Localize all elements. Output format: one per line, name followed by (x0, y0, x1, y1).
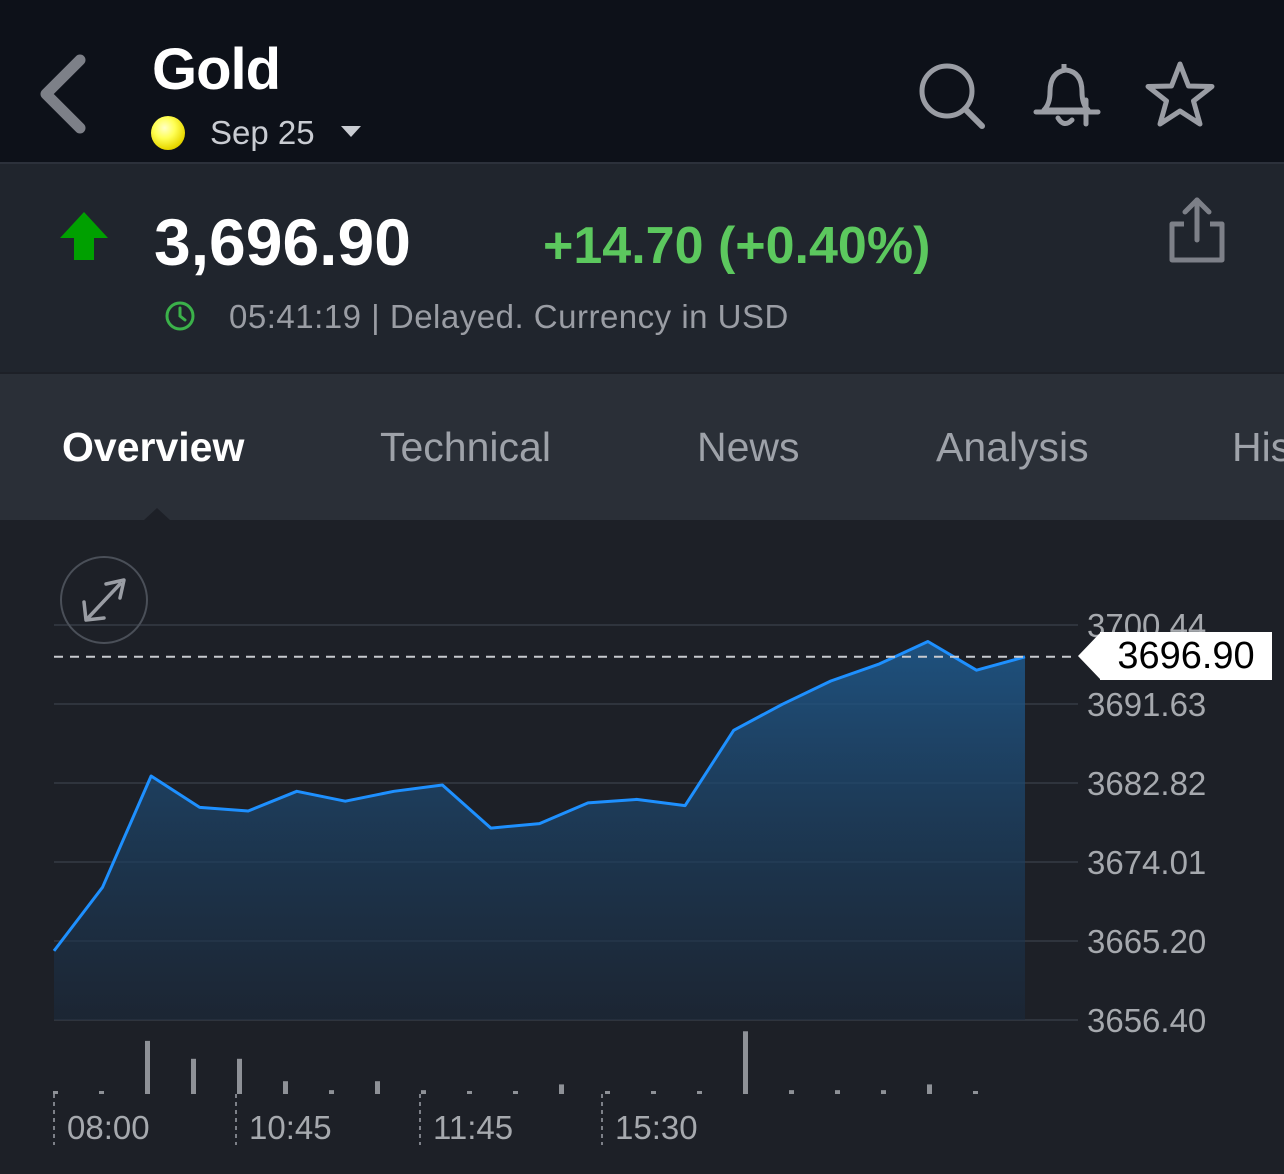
volume-bar (927, 1084, 932, 1094)
up-arrow-icon (60, 212, 108, 260)
y-tick-label: 3674.01 (1087, 844, 1206, 881)
tab-bar: Overview Technical News Analysis His (0, 374, 1284, 520)
volume-bar (743, 1031, 748, 1094)
price-tag-pointer (1078, 632, 1101, 680)
volume-bar (559, 1084, 564, 1094)
x-tick-label: 15:30 (615, 1109, 698, 1146)
tab-technical[interactable]: Technical (380, 424, 551, 470)
quote-timestamp: 05:41:19 | Delayed. Currency in USD (229, 298, 789, 335)
price-change: +14.70 (+0.40%) (543, 217, 931, 275)
volume-bar (697, 1091, 702, 1094)
volume-bar (145, 1040, 150, 1094)
volume-bar (651, 1091, 656, 1094)
current-price-tag: 3696.90 (1100, 632, 1272, 680)
x-tick-label: 08:00 (67, 1109, 150, 1146)
quote-panel: 3,696.90 +14.70 (+0.40%) 05:41:19 | Dela… (0, 164, 1284, 372)
last-price: 3,696.90 (154, 205, 411, 279)
top-bar: Gold Sep 25 (0, 0, 1284, 164)
star-icon[interactable] (1142, 58, 1218, 134)
expand-icon (82, 578, 126, 622)
tab-news[interactable]: News (697, 424, 800, 470)
volume-bar (191, 1058, 196, 1094)
x-tick-label: 10:45 (249, 1109, 332, 1146)
volume-bar (283, 1081, 288, 1094)
volume-bar (421, 1090, 426, 1094)
volume-bar (513, 1091, 518, 1094)
volume-bar (973, 1091, 978, 1094)
y-tick-label: 3665.20 (1087, 923, 1206, 960)
search-icon[interactable] (914, 58, 990, 134)
volume-bar (605, 1091, 610, 1094)
volume-bar (375, 1081, 380, 1094)
back-chevron-icon[interactable] (36, 52, 96, 136)
volume-bar (329, 1090, 334, 1094)
volume-bar (53, 1091, 58, 1094)
volume-bar (789, 1090, 794, 1094)
price-area-fill (54, 641, 1025, 1020)
tab-overview[interactable]: Overview (62, 424, 245, 470)
chevron-down-icon[interactable] (341, 126, 361, 137)
tab-analysis[interactable]: Analysis (936, 424, 1089, 470)
volume-bar (467, 1091, 472, 1094)
volume-bar (835, 1090, 840, 1094)
page-title: Gold (152, 37, 281, 102)
clock-icon (165, 301, 195, 331)
active-tab-indicator (144, 508, 170, 520)
share-icon[interactable] (1164, 194, 1230, 266)
volume-bar (237, 1058, 242, 1094)
contract-selector[interactable]: Sep 25 (210, 114, 315, 151)
volume-bar (881, 1090, 886, 1094)
price-line (52, 640, 1026, 952)
x-tick-label: 11:45 (433, 1109, 513, 1146)
expand-chart-button[interactable] (60, 556, 148, 644)
volume-bar (99, 1091, 104, 1094)
y-tick-label: 3656.40 (1087, 1002, 1206, 1039)
y-tick-label: 3691.63 (1087, 686, 1206, 723)
tab-historical[interactable]: His (1232, 424, 1284, 470)
contract-status-dot (151, 116, 185, 150)
add-alert-bell-icon[interactable] (1028, 58, 1104, 134)
y-tick-label: 3682.82 (1087, 765, 1206, 802)
